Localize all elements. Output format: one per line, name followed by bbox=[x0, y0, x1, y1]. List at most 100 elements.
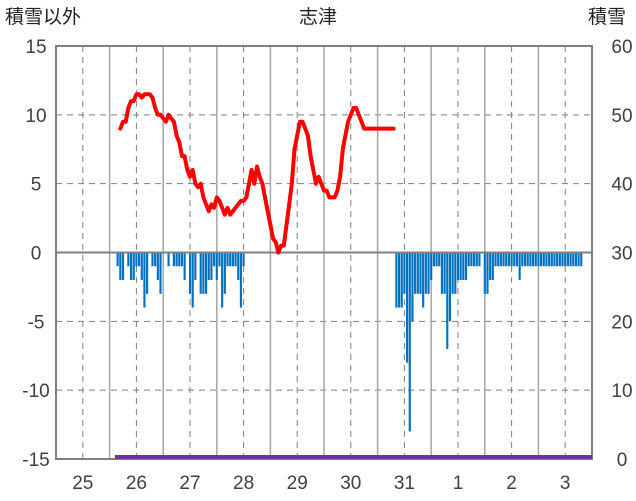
bar bbox=[462, 252, 465, 281]
bar bbox=[443, 252, 446, 294]
bar bbox=[143, 252, 146, 308]
bar bbox=[151, 252, 154, 267]
bar bbox=[411, 252, 414, 322]
left-tick-label: -15 bbox=[22, 450, 49, 471]
bar bbox=[513, 252, 516, 267]
bar bbox=[172, 252, 175, 267]
bar bbox=[199, 252, 202, 294]
bar bbox=[548, 252, 551, 267]
bar bbox=[526, 252, 529, 267]
bar bbox=[489, 252, 492, 281]
bar bbox=[424, 252, 427, 294]
bar bbox=[510, 252, 513, 267]
bar bbox=[561, 252, 564, 267]
bar bbox=[188, 252, 192, 294]
bar bbox=[210, 252, 213, 281]
bar bbox=[202, 252, 205, 294]
bar bbox=[116, 252, 119, 267]
right-tick-label: 20 bbox=[611, 312, 632, 333]
bar bbox=[180, 252, 184, 267]
bar bbox=[494, 252, 497, 267]
bar bbox=[432, 252, 435, 267]
bar bbox=[167, 252, 170, 267]
bar bbox=[435, 252, 438, 267]
bar bbox=[397, 252, 401, 308]
bar bbox=[395, 252, 398, 308]
x-tick-label: 25 bbox=[72, 473, 93, 494]
left-tick-label: 5 bbox=[31, 175, 42, 196]
bar bbox=[129, 252, 133, 281]
x-tick-label: 1 bbox=[453, 473, 464, 494]
bar bbox=[127, 252, 130, 267]
left-tick-label: 10 bbox=[25, 106, 46, 127]
bar bbox=[491, 252, 494, 281]
bar bbox=[572, 252, 575, 267]
bar bbox=[515, 252, 519, 267]
bar bbox=[440, 252, 443, 294]
x-tick-label: 3 bbox=[560, 473, 571, 494]
bar bbox=[486, 252, 489, 294]
bar bbox=[121, 252, 125, 281]
bar bbox=[545, 252, 548, 267]
bar bbox=[451, 252, 454, 294]
bar bbox=[400, 252, 403, 308]
bar bbox=[529, 252, 532, 267]
right-tick-label: 40 bbox=[611, 175, 632, 196]
bar bbox=[464, 252, 468, 281]
bar bbox=[459, 252, 462, 281]
bar bbox=[478, 252, 481, 267]
bar bbox=[430, 252, 433, 281]
bar bbox=[119, 252, 122, 281]
bar bbox=[473, 252, 476, 267]
bar bbox=[574, 252, 577, 267]
bar bbox=[215, 252, 218, 281]
bar bbox=[502, 252, 505, 267]
x-tick-label: 29 bbox=[287, 473, 308, 494]
bar bbox=[207, 252, 210, 281]
left-tick-label: 0 bbox=[31, 244, 42, 265]
x-tick-label: 27 bbox=[179, 473, 200, 494]
bar bbox=[531, 252, 535, 267]
bar bbox=[223, 252, 226, 294]
bar bbox=[156, 252, 159, 281]
bar bbox=[146, 252, 149, 294]
bar bbox=[422, 252, 425, 308]
bar bbox=[427, 252, 430, 294]
bar bbox=[446, 252, 449, 349]
left-tick-label: 15 bbox=[25, 37, 46, 58]
bar bbox=[414, 252, 417, 294]
bar bbox=[550, 252, 553, 267]
bar bbox=[191, 252, 194, 308]
bar bbox=[553, 252, 556, 267]
right-tick-label: 0 bbox=[617, 450, 628, 471]
right-axis-label: 積雪 bbox=[588, 6, 626, 28]
right-tick-label: 30 bbox=[611, 244, 632, 265]
bar bbox=[456, 252, 460, 281]
bar bbox=[175, 252, 178, 267]
bar bbox=[135, 252, 138, 267]
bar bbox=[242, 252, 245, 267]
bar bbox=[475, 252, 478, 267]
x-tick-label: 26 bbox=[126, 473, 147, 494]
bar bbox=[569, 252, 572, 267]
bar bbox=[194, 252, 197, 281]
bar bbox=[132, 252, 135, 281]
chart-title: 志津 bbox=[299, 6, 337, 28]
bar bbox=[448, 252, 452, 322]
bar bbox=[231, 252, 234, 267]
bar bbox=[138, 252, 141, 267]
bar bbox=[523, 252, 527, 267]
bar bbox=[505, 252, 508, 267]
left-tick-label: -5 bbox=[28, 312, 45, 333]
bar bbox=[454, 252, 457, 294]
bar bbox=[521, 252, 524, 267]
bar bbox=[178, 252, 181, 267]
bar bbox=[467, 252, 470, 267]
bar bbox=[406, 252, 409, 363]
bar bbox=[558, 252, 561, 267]
x-tick-label: 2 bbox=[506, 473, 517, 494]
bar bbox=[229, 252, 232, 267]
left-axis-label: 積雪以外 bbox=[5, 6, 81, 28]
bar bbox=[419, 252, 422, 294]
